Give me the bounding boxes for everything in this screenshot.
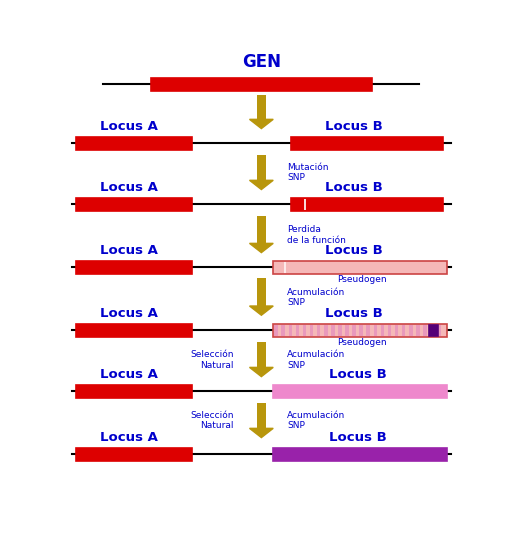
Text: Selección
Natural: Selección Natural bbox=[190, 350, 233, 370]
Text: Acumulación
SNP: Acumulación SNP bbox=[287, 288, 345, 307]
Bar bbox=[345, 325, 348, 336]
Bar bbox=[352, 325, 355, 336]
Bar bbox=[366, 325, 370, 336]
Text: Locus B: Locus B bbox=[325, 307, 382, 320]
Text: Pseudogen: Pseudogen bbox=[336, 339, 386, 347]
Bar bbox=[281, 325, 285, 336]
Text: Acumulación
SNP: Acumulación SNP bbox=[287, 411, 345, 430]
Bar bbox=[274, 325, 277, 336]
Bar bbox=[257, 278, 265, 306]
Bar bbox=[330, 325, 334, 336]
Text: Locus B: Locus B bbox=[325, 120, 382, 133]
Bar bbox=[316, 325, 320, 336]
Bar bbox=[303, 199, 305, 210]
Text: Locus A: Locus A bbox=[100, 431, 158, 444]
Polygon shape bbox=[249, 120, 273, 128]
Text: Perdida
de la función: Perdida de la función bbox=[287, 225, 345, 245]
Text: Locus A: Locus A bbox=[100, 307, 158, 320]
Bar bbox=[75, 137, 192, 150]
Bar bbox=[359, 325, 362, 336]
Text: Locus B: Locus B bbox=[325, 181, 382, 194]
Text: Locus A: Locus A bbox=[100, 244, 158, 257]
Bar bbox=[302, 325, 306, 336]
Bar bbox=[273, 324, 446, 337]
Bar bbox=[436, 325, 440, 336]
Bar bbox=[422, 325, 426, 336]
Bar bbox=[394, 325, 398, 336]
Bar bbox=[257, 216, 265, 244]
Text: Mutación
SNP: Mutación SNP bbox=[287, 163, 328, 182]
Bar bbox=[430, 325, 433, 336]
Bar bbox=[337, 325, 341, 336]
Bar bbox=[401, 325, 405, 336]
Bar bbox=[323, 325, 327, 336]
Bar bbox=[257, 342, 265, 367]
Bar bbox=[428, 325, 437, 336]
Bar bbox=[415, 325, 419, 336]
Polygon shape bbox=[249, 306, 273, 315]
Bar bbox=[75, 198, 192, 211]
Polygon shape bbox=[249, 367, 273, 377]
Bar bbox=[257, 155, 265, 180]
Polygon shape bbox=[249, 244, 273, 253]
Bar bbox=[380, 325, 383, 336]
Bar bbox=[291, 137, 442, 150]
Bar bbox=[75, 448, 192, 461]
Bar bbox=[373, 325, 376, 336]
Bar bbox=[273, 448, 446, 461]
Text: Acumulación
SNP: Acumulación SNP bbox=[287, 350, 345, 370]
Text: Selección
Natural: Selección Natural bbox=[190, 411, 233, 430]
Text: GEN: GEN bbox=[241, 53, 280, 71]
Polygon shape bbox=[249, 429, 273, 437]
Polygon shape bbox=[249, 180, 273, 189]
Text: Locus B: Locus B bbox=[325, 244, 382, 257]
Text: Locus A: Locus A bbox=[100, 181, 158, 194]
Bar bbox=[273, 261, 446, 274]
Bar bbox=[291, 198, 442, 211]
Bar bbox=[408, 325, 412, 336]
Bar bbox=[151, 78, 372, 91]
Text: Pseudogen: Pseudogen bbox=[336, 275, 386, 284]
Bar bbox=[288, 325, 292, 336]
Bar bbox=[309, 325, 313, 336]
Text: Locus A: Locus A bbox=[100, 368, 158, 381]
Bar bbox=[75, 261, 192, 274]
Bar bbox=[257, 403, 265, 429]
Text: Locus A: Locus A bbox=[100, 120, 158, 133]
Bar bbox=[75, 324, 192, 337]
Text: Locus B: Locus B bbox=[329, 368, 386, 381]
Bar bbox=[284, 262, 286, 273]
Bar bbox=[387, 325, 390, 336]
Bar bbox=[273, 385, 446, 397]
Text: Locus B: Locus B bbox=[329, 431, 386, 444]
Bar bbox=[257, 95, 265, 120]
Bar bbox=[295, 325, 299, 336]
Bar bbox=[75, 385, 192, 397]
